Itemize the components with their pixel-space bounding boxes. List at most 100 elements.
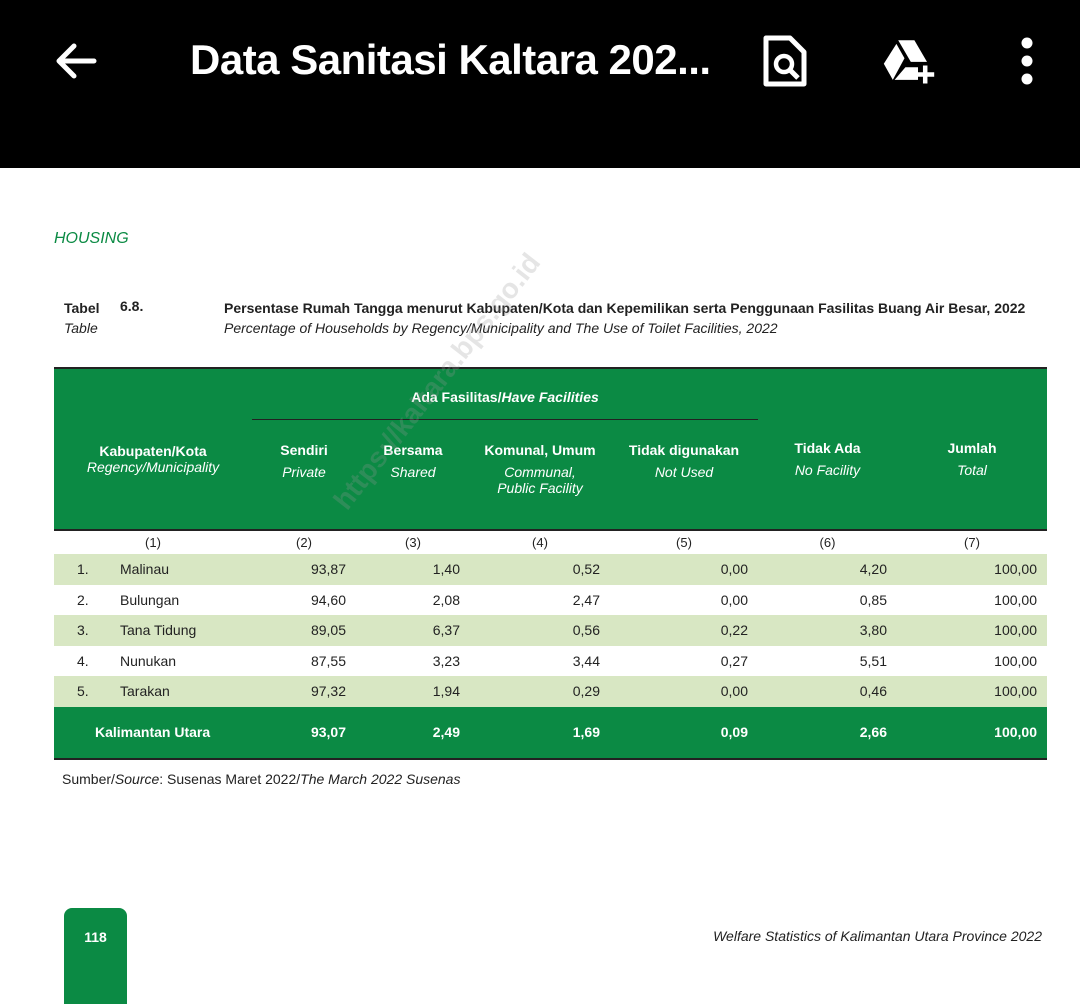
page-footer: Welfare Statistics of Kalimantan Utara P… <box>713 928 1042 944</box>
value-cell: 87,55 <box>310 652 346 669</box>
value-cell: 0,09 <box>610 706 758 760</box>
data-table: Kabupaten/Kota Regency/Municipality Ada F… <box>54 367 1047 760</box>
total-row: Kalimantan Utara 93,07 2,49 1,69 0,09 2,66 100… <box>54 706 1047 760</box>
table-label: Tabel <box>64 300 100 316</box>
value-cell: 100,00 <box>994 591 1037 608</box>
value-cell: 0,00 <box>610 676 758 707</box>
region-cell: 1. Malinau <box>54 554 252 585</box>
source-text: Sumber/ <box>62 771 115 787</box>
region-cell: 2. Bulungan <box>54 585 252 616</box>
header-text: Kabupaten/Kota <box>99 443 207 459</box>
value-cell: 0,00 <box>610 554 758 585</box>
table-number: 6.8. <box>120 298 144 314</box>
table-title-en: Percentage of Households by Regency/Muni… <box>224 320 778 336</box>
section-heading: HOUSING <box>54 230 129 247</box>
source-note: Sumber/Source: Susenas Maret 2022/The Ma… <box>62 771 460 787</box>
region-name: Tarakan <box>120 683 170 700</box>
table-row: 4. Nunukan 87,55 3,23 3,44 0,27 5,51 100,00 <box>54 646 1047 677</box>
value-cell: 0,46 <box>758 676 897 707</box>
header-text: Sendiri <box>280 442 328 458</box>
header-shared: Bersama Shared <box>356 422 470 530</box>
header-group: Ada Fasilitas/Have Facilities <box>252 367 758 422</box>
header-text: Jumlah <box>947 440 997 456</box>
value-cell: 1,94 <box>356 676 470 707</box>
header-text-en: No Facility <box>794 462 861 478</box>
header-not-used: Tidak digunakan Not Used <box>610 422 758 530</box>
value-cell: 100,00 <box>897 554 1047 585</box>
column-number: (3) <box>356 529 470 554</box>
row-number: 1. <box>77 561 89 578</box>
add-to-drive-icon[interactable] <box>882 34 936 88</box>
header-text-en: Communal, <box>504 464 576 480</box>
group-header-text: Ada Fasilitas/ <box>411 389 502 405</box>
source-text: Source <box>114 771 160 787</box>
value-cell: 0,56 <box>470 615 610 646</box>
group-header-text-en: Have Facilities <box>501 389 599 405</box>
header-text-en: Public Facility <box>497 480 583 496</box>
value-cell: 97,32 <box>252 676 356 707</box>
row-number: 4. <box>77 652 89 669</box>
value-cell: 1,69 <box>470 706 610 760</box>
value-cell: 3,44 <box>572 652 600 669</box>
row-number: 3. <box>77 622 89 639</box>
find-in-document-icon[interactable] <box>758 34 812 88</box>
row-number: 5. <box>77 683 89 700</box>
region-cell: 3. Tana Tidung <box>54 615 252 646</box>
value-cell: 89,05 <box>252 615 356 646</box>
value-cell: 100,00 <box>897 615 1047 646</box>
header-communal: Komunal, Umum Communal, Public Facility <box>470 422 610 530</box>
header-text-en: Regency/Municipality <box>86 459 220 475</box>
more-vert-icon[interactable] <box>1000 34 1054 88</box>
region-name: Kalimantan Utara <box>95 724 211 740</box>
header-text-en: Shared <box>390 464 436 480</box>
document-title: Data Sanitasi Kaltara 202... <box>190 36 711 83</box>
value-cell: 93,07 <box>252 706 356 760</box>
table-row: 2. Bulungan 94,60 2,08 2,47 0,00 0,85 100,00 <box>54 585 1047 616</box>
column-number: (4) <box>470 529 610 554</box>
value-cell: 2,49 <box>356 706 470 760</box>
region-name: Bulungan <box>120 591 180 608</box>
value-cell: 3,23 <box>432 652 460 669</box>
value-cell: 4,20 <box>758 554 897 585</box>
column-number: (2) <box>252 529 356 554</box>
row-number: 2. <box>77 591 89 608</box>
column-number: (7) <box>897 529 1047 554</box>
value-cell: 0,27 <box>720 652 748 669</box>
value-cell: 5,51 <box>859 652 887 669</box>
back-arrow-icon[interactable] <box>50 36 100 86</box>
header-regency: Kabupaten/Kota Regency/Municipality <box>54 367 252 530</box>
table-row: 3. Tana Tidung 89,05 6,37 0,56 0,22 3,80 100,00 <box>54 615 1047 646</box>
value-cell: 94,60 <box>310 591 346 608</box>
app-bar: Data Sanitasi Kaltara 202... <box>0 0 1080 168</box>
region-cell: Kalimantan Utara <box>54 706 252 760</box>
source-text: : Susenas Maret 2022/ <box>159 771 301 787</box>
value-cell: 0,22 <box>610 615 758 646</box>
value-cell: 3,80 <box>758 615 897 646</box>
region-name: Nunukan <box>120 652 177 669</box>
value-cell: 0,52 <box>470 554 610 585</box>
value-cell: 100,00 <box>897 706 1047 760</box>
value-cell: 0,85 <box>859 591 887 608</box>
table-label-en: Table <box>64 320 98 336</box>
value-cell: 100,00 <box>897 676 1047 707</box>
source-text: The March 2022 Susenas <box>300 771 461 787</box>
header-text: Bersama <box>383 442 443 458</box>
region-cell: 4. Nunukan <box>54 646 252 677</box>
table-title: Persentase Rumah Tangga menurut Kabupate… <box>224 300 1026 316</box>
region-name: Tana Tidung <box>120 622 197 639</box>
table-row: 1. Malinau 93,87 1,40 0,52 0,00 4,20 100,00 <box>54 554 1047 585</box>
header-text-en: Not Used <box>654 464 714 480</box>
value-cell: 6,37 <box>356 615 470 646</box>
region-name: Malinau <box>120 561 170 578</box>
header-text-en: Private <box>282 464 326 480</box>
header-text: Komunal, Umum <box>484 442 596 458</box>
column-number: (6) <box>758 529 897 554</box>
value-cell: 2,47 <box>572 591 600 608</box>
value-cell: 100,00 <box>994 652 1037 669</box>
header-text: Tidak Ada <box>794 440 861 456</box>
value-cell: 1,40 <box>356 554 470 585</box>
header-private: Sendiri Private <box>252 422 356 530</box>
region-cell: 5. Tarakan <box>54 676 252 707</box>
header-text-en: Total <box>957 462 987 478</box>
table-row: 5. Tarakan 97,32 1,94 0,29 0,00 0,46 100,00 <box>54 676 1047 707</box>
